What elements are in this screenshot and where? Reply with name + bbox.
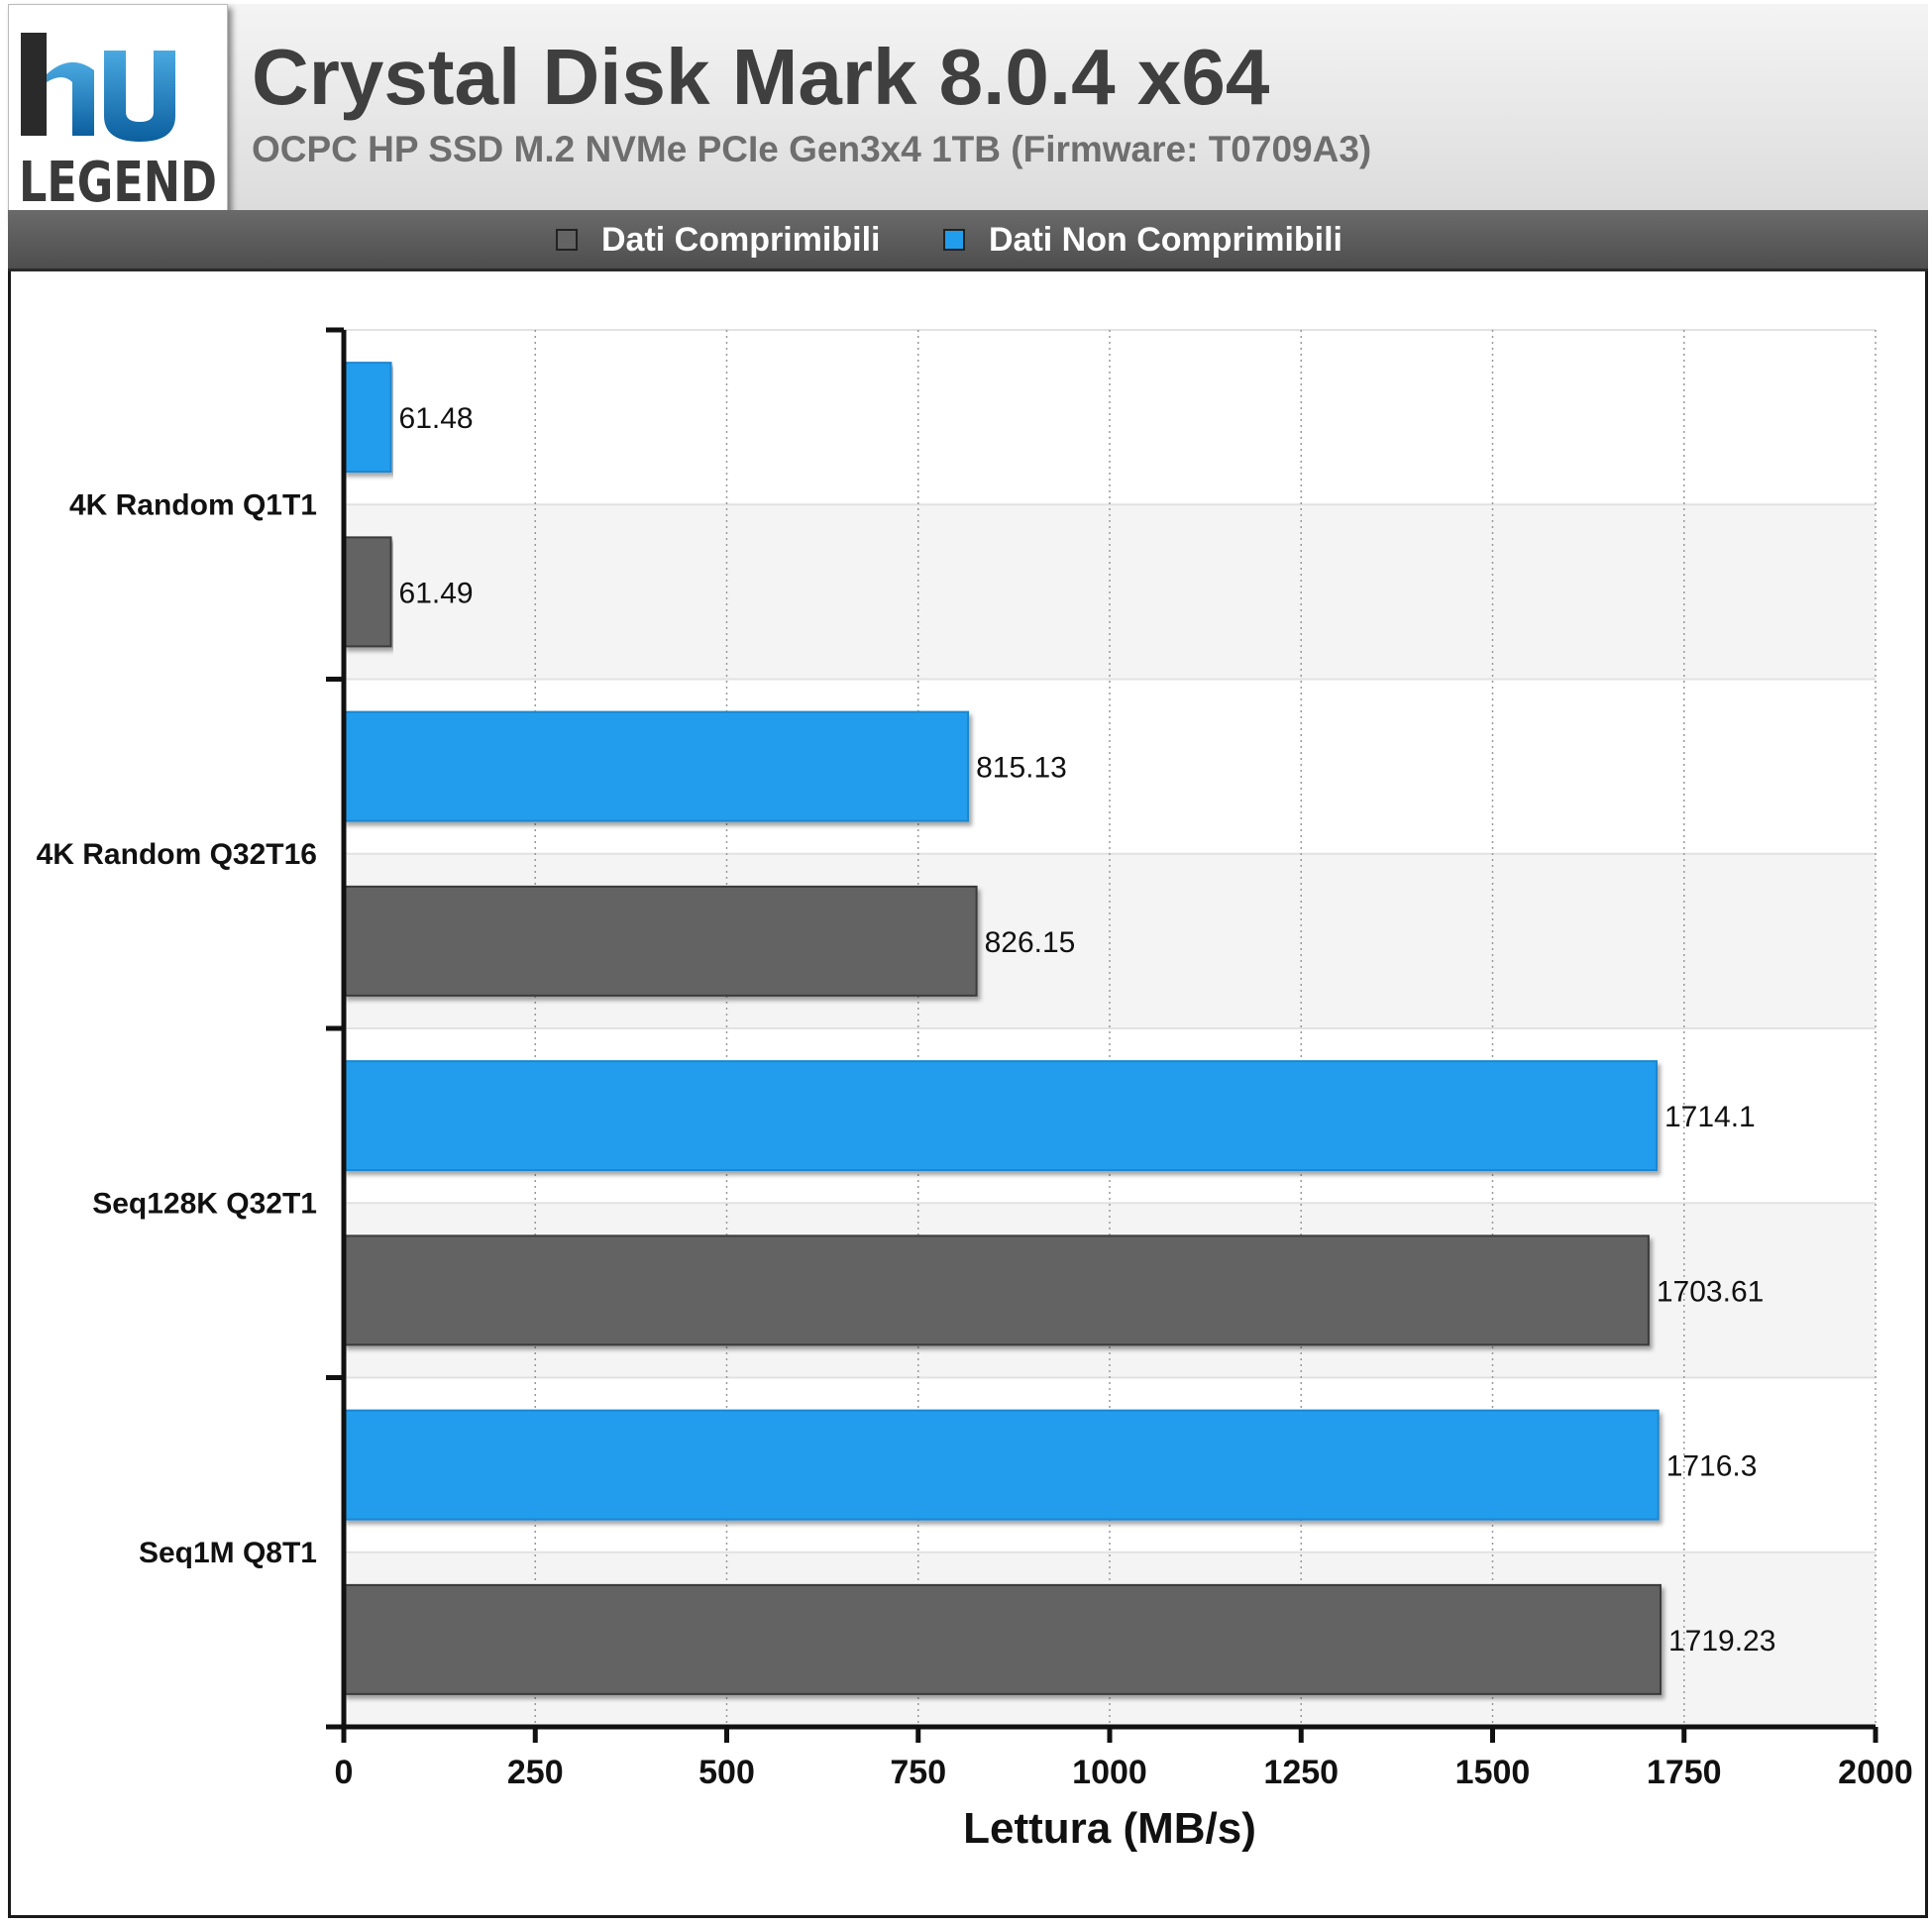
- legend-label-incompressible: Dati Non Comprimibili: [989, 220, 1342, 259]
- chart-subtitle: OCPC HP SSD M.2 NVMe PCIe Gen3x4 1TB (Fi…: [252, 129, 1372, 169]
- bar-incompressible: [343, 710, 970, 822]
- axes: 4K Random Q1T1 4K Random Q32T16 Seq128K Q3…: [37, 327, 1913, 1791]
- value-label: 1716.3: [1666, 1450, 1758, 1483]
- category-label: Seq1M Q8T1: [139, 1537, 317, 1569]
- value-label: 1719.23: [1668, 1625, 1775, 1658]
- hwlegend-logo: LEGEND: [8, 4, 228, 220]
- bar-incompressible: [343, 362, 392, 474]
- x-tick-label: 1250: [1263, 1754, 1339, 1791]
- logo-text: LEGEND: [19, 151, 217, 215]
- value-label: 815.13: [976, 752, 1067, 785]
- legend-swatch-compressible: [556, 229, 578, 251]
- x-tick-label: 0: [335, 1754, 354, 1791]
- gridlines: [534, 330, 1877, 1727]
- plot-band: [344, 330, 1876, 505]
- legend-item-compressible: Dati Comprimibili: [556, 220, 881, 259]
- legend-swatch-incompressible: [943, 229, 965, 251]
- bar-compressible: [343, 536, 392, 648]
- logo-mark-icon: LEGEND: [19, 33, 217, 215]
- plot-bands: [344, 329, 1876, 1727]
- value-label: 1714.1: [1664, 1101, 1756, 1133]
- bar-compressible: [343, 1234, 1650, 1346]
- bar-compressible: [343, 885, 978, 997]
- bar-incompressible: [343, 1409, 1660, 1521]
- x-tick-label: 1500: [1455, 1754, 1531, 1791]
- bar-incompressible: [343, 1060, 1658, 1172]
- legend: Dati Comprimibili Dati Non Comprimibili: [8, 210, 1928, 271]
- x-tick-label: 1750: [1647, 1754, 1722, 1791]
- x-tick-label: 750: [890, 1754, 946, 1791]
- legend-item-incompressible: Dati Non Comprimibili: [943, 220, 1342, 259]
- x-axis-title: Lettura (MB/s): [963, 1804, 1256, 1853]
- bar-compressible: [343, 1583, 1662, 1695]
- value-label: 1703.61: [1657, 1275, 1764, 1308]
- chart-title: Crystal Disk Mark 8.0.4 x64: [252, 33, 1270, 121]
- category-label: Seq128K Q32T1: [92, 1187, 317, 1220]
- x-tick-label: 250: [507, 1754, 564, 1791]
- x-tick-label: 2000: [1838, 1754, 1913, 1791]
- chart-header: Crystal Disk Mark 8.0.4 x64 OCPC HP SSD …: [8, 4, 1928, 212]
- value-label: 826.15: [985, 926, 1076, 959]
- x-tick-label: 500: [698, 1754, 755, 1791]
- bars: 61.48 61.49 815.13 826.15 1714.1 1703.61 1716.…: [343, 362, 1775, 1695]
- value-label: 61.49: [399, 577, 474, 609]
- category-label: 4K Random Q1T1: [69, 488, 317, 521]
- value-label: 61.48: [399, 402, 474, 435]
- x-tick-label: 1000: [1072, 1754, 1147, 1791]
- legend-label-compressible: Dati Comprimibili: [601, 220, 881, 259]
- category-label: 4K Random Q32T16: [37, 838, 317, 871]
